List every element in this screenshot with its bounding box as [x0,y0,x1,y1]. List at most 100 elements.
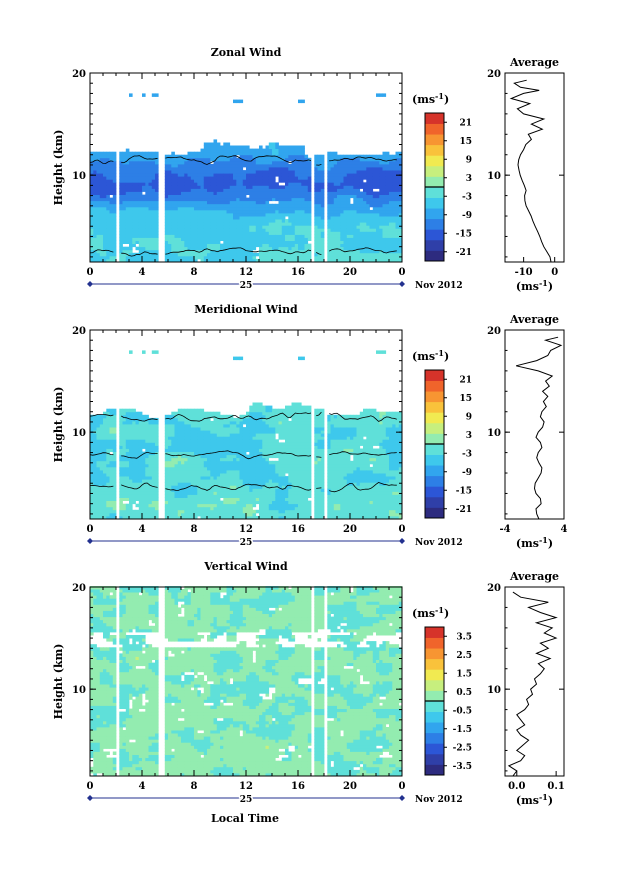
heatmap-cell [372,191,377,195]
heatmap-cell [307,173,312,177]
heatmap-cell [129,411,133,416]
heatmap-cell [148,488,153,492]
heatmap-cell [304,246,309,251]
heatmap-cell [285,206,289,211]
heatmap-cell [262,151,266,156]
heatmap-cell [216,216,221,220]
heatmap-cell [112,163,117,168]
heatmap-cell [369,200,374,205]
heatmap-cell [246,182,250,186]
heatmap-cell [90,154,94,159]
heatmap-cell [181,176,185,180]
heatmap-cell [106,479,110,483]
heatmap-cell [226,243,231,248]
heatmap-cell [337,173,341,177]
heatmap-cell [200,497,205,501]
heatmap-cell [99,206,104,211]
heatmap-cell [122,424,127,428]
heatmap-cell [353,176,357,180]
heatmap-cell [265,255,270,260]
heatmap-cell [190,448,195,452]
heatmap-cell [239,206,244,211]
heatmap-cell [301,163,305,168]
heatmap-cell [203,448,208,452]
heatmap-cell [333,219,338,223]
heatmap-cell [213,500,218,505]
heatmap-cell [181,246,185,251]
heatmap-cell [142,503,146,508]
heatmap-cell [187,457,192,462]
heatmap-cell [389,237,393,241]
heatmap-cell [304,209,309,214]
heatmap-cell [96,231,101,235]
heatmap-cell [103,179,107,183]
heatmap-cell [301,160,305,165]
heatmap-cell [171,228,175,232]
heatmap-cell [343,157,348,162]
heatmap-cell [207,497,211,501]
heatmap-cell [129,473,133,477]
heatmap-cell [122,491,127,495]
heatmap-cell [151,188,156,192]
heatmap-cell [184,448,188,452]
heatmap-cell [148,176,153,180]
heatmap-cell [151,160,156,165]
heatmap-cell [96,424,101,428]
heatmap-cell [132,203,136,208]
heatmap-cell [298,240,302,244]
heatmap-cell [275,191,279,195]
heatmap-cell [220,515,224,520]
heatmap-cell [337,194,341,199]
heatmap-cell [298,188,302,192]
heatmap-cell [353,194,357,199]
heatmap-cell [233,463,237,468]
heatmap-cell [184,209,188,214]
heatmap-cell [213,420,218,425]
heatmap-cell [249,185,253,189]
heatmap-cell [119,427,123,431]
heatmap-cell [317,200,322,205]
heatmap-cell [236,417,240,422]
heatmap-cell [168,197,172,202]
heatmap-cell [379,191,383,195]
heatmap-cell [93,494,97,498]
heatmap-cell [164,258,169,263]
x-tick-label: 16 [291,267,305,278]
heatmap-cell [200,173,205,177]
heatmap-cell [275,145,279,149]
heatmap-cell [268,243,273,248]
heatmap-cell [148,420,153,425]
heatmap-cell [220,500,224,505]
heatmap-cell [314,255,318,260]
heatmap-cell [112,466,117,471]
heatmap-cell [145,485,149,489]
heatmap-cell [122,157,127,162]
heatmap-cell [340,194,344,199]
heatmap-cell [268,182,273,186]
heatmap-cell [142,237,146,241]
heatmap-cell [236,179,240,183]
heatmap-cell [268,231,273,235]
heatmap-cell [376,252,380,257]
heatmap-cell [252,228,257,232]
heatmap-cell [174,433,179,437]
heatmap-cell [317,163,322,168]
heatmap-cell [210,167,214,171]
heatmap-cell [200,191,205,195]
heatmap-cell [93,252,97,257]
heatmap-cell [320,163,325,168]
heatmap-cell [203,179,208,183]
heatmap-cell [93,433,97,437]
heatmap-cell [272,173,276,177]
heatmap-cell [252,197,257,202]
heatmap-cell [103,182,107,186]
heatmap-cell [210,219,214,223]
heatmap-cell [350,170,354,174]
heatmap-cell [239,160,244,165]
heatmap-cell [164,497,169,501]
heatmap-cell [291,255,296,260]
heatmap-cell [314,170,318,174]
heatmap-cell [194,252,198,257]
heatmap-cell [174,228,179,232]
heatmap-cell [210,216,214,220]
